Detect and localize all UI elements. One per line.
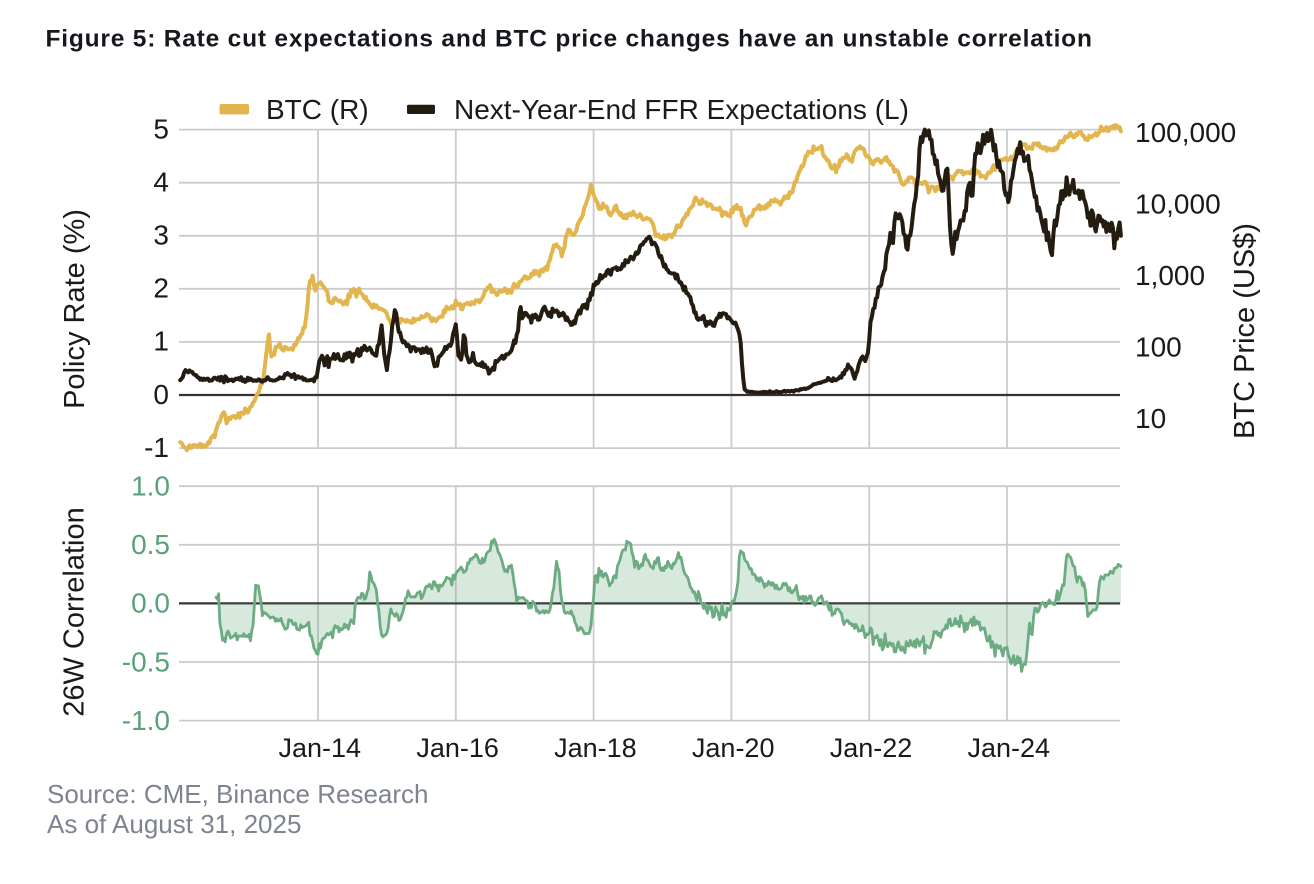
svg-text:As of August 31, 2025: As of August 31, 2025 — [47, 809, 301, 839]
svg-text:4: 4 — [153, 167, 169, 198]
svg-text:5: 5 — [153, 113, 169, 144]
svg-text:26W Correlation: 26W Correlation — [59, 507, 91, 717]
svg-text:Jan-14: Jan-14 — [279, 733, 362, 763]
svg-text:Jan-16: Jan-16 — [416, 733, 499, 763]
svg-text:0.5: 0.5 — [131, 529, 170, 560]
svg-text:Next-Year-End FFR Expectations: Next-Year-End FFR Expectations (L) — [454, 94, 909, 125]
svg-text:BTC (R): BTC (R) — [266, 94, 369, 125]
svg-text:-1.0: -1.0 — [122, 705, 170, 736]
svg-text:1: 1 — [153, 326, 169, 357]
svg-text:100: 100 — [1135, 331, 1182, 362]
svg-text:-1: -1 — [144, 432, 169, 463]
svg-text:10,000: 10,000 — [1135, 188, 1221, 219]
svg-text:0: 0 — [153, 379, 169, 410]
svg-text:1,000: 1,000 — [1135, 260, 1205, 291]
svg-text:1.0: 1.0 — [131, 471, 170, 502]
svg-text:100,000: 100,000 — [1135, 117, 1236, 148]
svg-text:3: 3 — [153, 220, 169, 251]
svg-text:-0.5: -0.5 — [122, 646, 170, 677]
svg-text:Jan-24: Jan-24 — [968, 733, 1051, 763]
svg-text:2: 2 — [153, 273, 169, 304]
svg-text:BTC Price (US$): BTC Price (US$) — [1229, 223, 1261, 439]
svg-text:Policy Rate (%): Policy Rate (%) — [59, 209, 91, 409]
svg-text:Source: CME, Binance Research: Source: CME, Binance Research — [47, 779, 429, 809]
svg-text:Jan-22: Jan-22 — [830, 733, 913, 763]
svg-text:Figure 5: Rate cut expectation: Figure 5: Rate cut expectations and BTC … — [46, 26, 1093, 53]
svg-text:Jan-20: Jan-20 — [692, 733, 775, 763]
svg-text:0.0: 0.0 — [131, 588, 170, 619]
svg-text:10: 10 — [1135, 403, 1166, 434]
svg-text:Jan-18: Jan-18 — [554, 733, 637, 763]
